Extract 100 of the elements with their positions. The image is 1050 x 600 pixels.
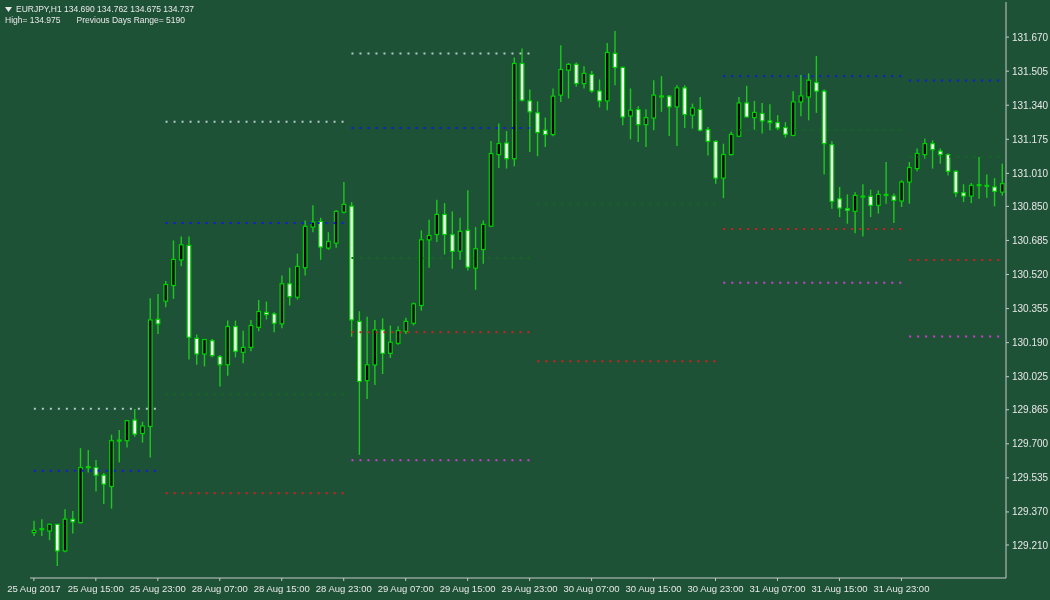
candlestick xyxy=(573,61,579,88)
x-tick-label: 31 Aug 07:00 xyxy=(749,583,806,594)
candlestick xyxy=(992,177,997,208)
y-tick-label: 131.010 xyxy=(1012,167,1049,179)
x-tick-label: 28 Aug 07:00 xyxy=(191,583,248,594)
candlestick xyxy=(256,299,262,332)
candlestick xyxy=(442,202,447,256)
candlestick xyxy=(814,55,819,114)
candlestick xyxy=(767,103,773,131)
y-tick-label: 129.865 xyxy=(1012,404,1049,416)
candlestick xyxy=(364,315,370,400)
candlestick xyxy=(527,88,533,153)
candlestick xyxy=(837,186,843,218)
candlestick xyxy=(395,325,401,346)
candlestick xyxy=(101,472,107,505)
candlestick xyxy=(473,226,478,291)
candlestick xyxy=(976,156,982,200)
y-tick-label: 130.520 xyxy=(1012,269,1049,281)
candlestick xyxy=(659,75,664,113)
candlestick xyxy=(798,74,804,117)
candlestick xyxy=(628,87,633,140)
y-tick-label: 130.850 xyxy=(1012,200,1049,212)
x-tick-label: 30 Aug 07:00 xyxy=(563,583,620,594)
y-tick-label: 130.685 xyxy=(1012,235,1049,246)
candlestick xyxy=(744,85,750,119)
candlestick xyxy=(140,421,145,444)
candlestick xyxy=(163,280,169,309)
x-tick-label: 28 Aug 15:00 xyxy=(253,583,310,594)
y-tick-label: 129.210 xyxy=(1012,539,1049,551)
candlestick xyxy=(597,78,602,109)
candlestick xyxy=(116,429,122,464)
candlestick xyxy=(651,79,657,131)
candlestick xyxy=(287,267,293,307)
candlestick xyxy=(178,235,184,267)
candlestick xyxy=(589,70,595,94)
annotation: Previous Days Range= 5190 xyxy=(76,15,185,25)
candlestick xyxy=(953,169,959,198)
candlestick xyxy=(721,142,726,199)
candlestick xyxy=(690,102,695,130)
candlestick xyxy=(411,301,417,327)
candlestick xyxy=(271,311,277,334)
candlestick xyxy=(248,319,254,353)
candlestick xyxy=(697,96,703,132)
candlestick xyxy=(155,293,161,335)
y-tick-label: 130.025 xyxy=(1012,371,1049,383)
candlestick xyxy=(984,173,990,199)
candlestick xyxy=(504,130,509,170)
candlestick xyxy=(496,122,502,169)
candlestick xyxy=(666,94,672,137)
x-tick-label: 29 Aug 07:00 xyxy=(377,583,434,594)
y-tick-label: 129.700 xyxy=(1012,438,1049,450)
annotation: High= 134.975 xyxy=(5,15,61,25)
candlestick xyxy=(85,449,91,474)
x-tick-label: 25 Aug 23:00 xyxy=(129,583,186,594)
candlestick xyxy=(310,204,316,233)
y-tick-label: 130.355 xyxy=(1012,303,1049,315)
candlestick xyxy=(868,188,874,218)
candlestick xyxy=(202,338,207,368)
candlestick xyxy=(759,102,765,135)
candlestick xyxy=(899,179,905,208)
x-tick-label: 30 Aug 23:00 xyxy=(687,583,744,594)
candlestick xyxy=(968,182,974,204)
candlestick xyxy=(922,137,928,160)
candlestick xyxy=(906,161,912,205)
candlestick xyxy=(844,193,850,225)
chart-title: EURJPY,H1 134.690 134.762 134.675 134.737 xyxy=(16,4,195,15)
candlestick xyxy=(860,183,866,238)
candlestick xyxy=(457,217,463,261)
candlestick xyxy=(930,139,935,170)
x-tick-label: 31 Aug 15:00 xyxy=(811,583,868,594)
y-tick-label: 131.175 xyxy=(1012,133,1049,145)
x-tick-label: 31 Aug 23:00 xyxy=(873,583,930,594)
candlestick xyxy=(380,317,386,375)
candlestick xyxy=(883,161,889,205)
candlestick xyxy=(542,116,548,148)
candlestick xyxy=(240,329,246,364)
y-tick-label: 130.190 xyxy=(1012,337,1049,349)
candlestick xyxy=(426,219,432,269)
y-tick-label: 131.670 xyxy=(1012,31,1049,43)
candlestick xyxy=(752,100,757,131)
candlestick xyxy=(806,72,812,121)
candlestick xyxy=(387,324,393,359)
y-tick-label: 131.340 xyxy=(1012,99,1049,111)
x-tick-label: 25 Aug 15:00 xyxy=(67,583,124,594)
candlestick xyxy=(852,191,858,234)
candlestick xyxy=(566,62,571,100)
candlestick xyxy=(635,105,641,143)
candlestick xyxy=(434,199,440,243)
candlestick xyxy=(341,181,347,215)
x-tick-label: 30 Aug 15:00 xyxy=(625,583,682,594)
x-tick-label: 29 Aug 15:00 xyxy=(439,583,496,594)
x-tick-label: 28 Aug 23:00 xyxy=(315,583,372,594)
candlestick xyxy=(132,408,138,438)
candlestick xyxy=(194,333,200,366)
candlestick xyxy=(875,189,881,215)
x-tick-label: 29 Aug 23:00 xyxy=(501,583,558,594)
candlestick xyxy=(891,192,897,224)
y-tick-label: 129.370 xyxy=(1012,506,1049,518)
y-tick-label: 129.535 xyxy=(1012,472,1049,484)
x-tick-label: 25 Aug 2017 xyxy=(7,583,61,594)
